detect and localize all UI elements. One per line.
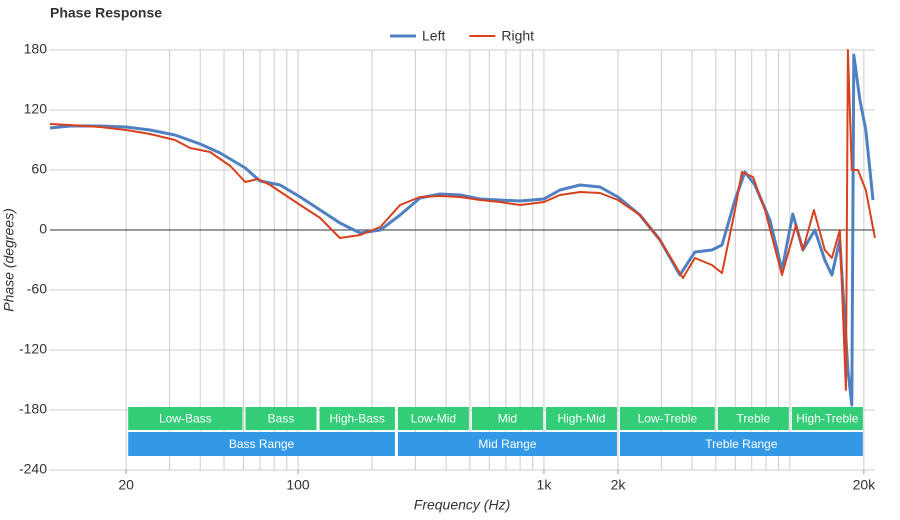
band: [128, 407, 243, 430]
band: [471, 407, 543, 430]
x-tick-label: 2k: [611, 477, 627, 493]
band-label: Low-Treble: [638, 412, 698, 426]
legend-label: Left: [422, 28, 445, 44]
band: [619, 407, 715, 430]
x-tick-label: 20: [118, 477, 134, 493]
band: [545, 407, 617, 430]
y-tick-label: -120: [19, 341, 47, 357]
band-label: High-Treble: [796, 412, 859, 426]
band: [245, 407, 317, 430]
x-tick-label: 20k: [853, 477, 877, 493]
band-label: High-Bass: [330, 412, 385, 426]
y-tick-label: 180: [24, 41, 48, 57]
legend-label: Right: [501, 28, 534, 44]
band-label: Low-Mid: [411, 412, 456, 426]
band-label: Treble Range: [705, 437, 778, 451]
series-line: [49, 49, 876, 391]
band: [619, 432, 863, 456]
band: [319, 407, 395, 430]
band-label: Treble: [737, 412, 771, 426]
y-tick-label: 120: [24, 101, 48, 117]
band-label: Bass Range: [229, 437, 295, 451]
band: [791, 407, 863, 430]
band-label: Mid Range: [478, 437, 536, 451]
band-label: Low-Bass: [159, 412, 212, 426]
y-tick-label: -180: [19, 401, 47, 417]
band: [397, 407, 469, 430]
chart-title: Phase Response: [50, 5, 162, 21]
y-tick-label: -60: [27, 281, 47, 297]
y-tick-label: -240: [19, 461, 47, 477]
x-axis-label: Frequency (Hz): [414, 497, 510, 513]
band-label: Bass: [268, 412, 295, 426]
x-tick-label: 100: [286, 477, 310, 493]
band: [128, 432, 395, 456]
band: [397, 432, 617, 456]
series-line: [49, 53, 875, 407]
y-axis-label: Phase (degrees): [1, 208, 17, 312]
band-label: High-Mid: [557, 412, 605, 426]
y-tick-label: 0: [39, 221, 47, 237]
band-label: Mid: [498, 412, 517, 426]
band: [717, 407, 789, 430]
x-tick-label: 1k: [537, 477, 553, 493]
y-tick-label: 60: [31, 161, 47, 177]
